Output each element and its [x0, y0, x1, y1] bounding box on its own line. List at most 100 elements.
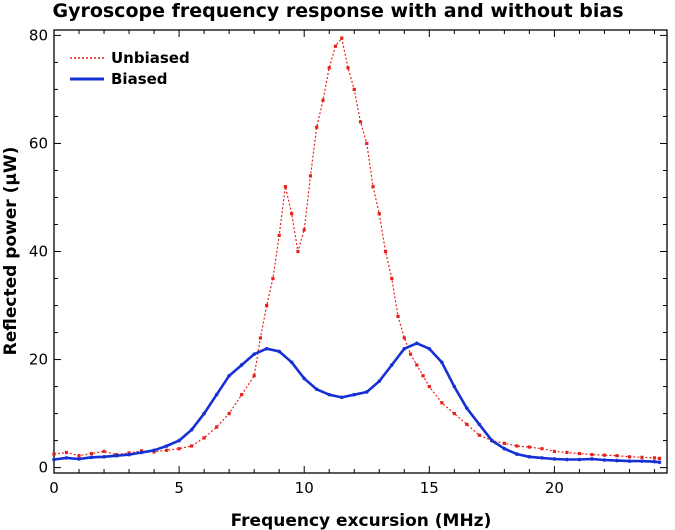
data-point-biased — [52, 457, 56, 462]
x-tick-label: 0 — [49, 479, 59, 497]
data-point-unbiased — [540, 447, 544, 451]
data-point-unbiased — [302, 228, 306, 232]
data-point-unbiased — [164, 448, 169, 452]
data-point-biased — [189, 427, 194, 432]
data-point-unbiased — [252, 374, 256, 378]
data-point-biased — [114, 453, 119, 458]
data-point-unbiased — [590, 453, 594, 457]
data-point-unbiased — [265, 303, 269, 308]
data-point-unbiased — [477, 433, 481, 437]
data-point-biased — [89, 455, 94, 460]
data-point-unbiased — [602, 453, 607, 457]
data-point-unbiased — [377, 212, 381, 216]
data-point-unbiased — [240, 393, 244, 397]
data-point-biased — [490, 438, 494, 443]
chart-title: Gyroscope frequency response with and wi… — [52, 0, 623, 22]
plot-area — [52, 29, 668, 474]
data-point-unbiased — [615, 454, 619, 458]
data-point-biased — [352, 392, 357, 397]
data-point-biased — [327, 392, 332, 397]
data-point-unbiased — [408, 352, 413, 356]
data-point-biased — [264, 346, 269, 351]
data-point-biased — [465, 406, 469, 410]
legend-unbiased-label: Unbiased — [111, 49, 190, 67]
series-line-unbiased — [53, 37, 660, 459]
data-point-unbiased — [657, 456, 662, 461]
data-point-unbiased — [271, 276, 275, 281]
data-point-unbiased — [89, 451, 94, 456]
data-point-unbiased — [327, 66, 331, 70]
data-point-unbiased — [190, 444, 194, 448]
data-point-biased — [515, 452, 519, 456]
data-point-unbiased — [640, 455, 644, 459]
data-point-biased — [377, 379, 382, 383]
data-point-biased — [527, 454, 532, 459]
data-point-unbiased — [565, 450, 569, 455]
data-point-biased — [389, 363, 394, 367]
data-point-biased — [239, 363, 244, 367]
data-point-unbiased — [296, 249, 300, 254]
data-point-biased — [590, 457, 594, 461]
y-tick-label: 80 — [29, 26, 48, 44]
data-point-biased — [452, 384, 457, 389]
legend-biased-label: Biased — [111, 70, 168, 88]
x-tick-label: 20 — [545, 479, 564, 497]
data-point-biased — [252, 352, 256, 356]
y-tick-label: 20 — [29, 351, 48, 369]
data-point-unbiased — [527, 445, 531, 449]
data-point-unbiased — [227, 411, 231, 416]
data-point-unbiased — [177, 447, 181, 451]
x-axis-label: Frequency excursion (MHz) — [231, 511, 492, 530]
tick-labels: 0 5 10 15 20 0 20 40 60 80 — [29, 26, 564, 497]
data-point-biased — [414, 341, 419, 346]
data-point-biased — [602, 458, 607, 462]
data-point-unbiased — [346, 66, 350, 70]
data-point-unbiased — [465, 422, 469, 426]
y-tick-label: 40 — [29, 243, 48, 261]
data-point-biased — [139, 450, 144, 455]
data-point-unbiased — [77, 454, 81, 458]
data-point-unbiased — [308, 174, 313, 178]
data-point-biased — [540, 456, 544, 460]
data-point-biased — [102, 454, 106, 459]
data-point-unbiased — [627, 455, 632, 459]
data-point-unbiased — [277, 233, 281, 237]
data-point-unbiased — [290, 212, 294, 216]
data-point-unbiased — [427, 384, 431, 389]
data-point-biased — [302, 376, 307, 381]
legend: Unbiased Biased — [70, 49, 190, 88]
data-point-unbiased — [321, 98, 325, 102]
plot-frame — [53, 29, 668, 474]
data-point-biased — [77, 457, 81, 461]
data-point-unbiased — [440, 401, 444, 405]
data-point-unbiased — [371, 185, 375, 189]
data-point-unbiased — [202, 436, 206, 440]
data-point-biased — [339, 395, 344, 400]
data-point-biased — [127, 452, 131, 457]
data-point-biased — [277, 349, 281, 354]
data-point-biased — [477, 422, 482, 427]
data-point-biased — [652, 459, 657, 464]
x-tick-label: 10 — [295, 479, 314, 497]
data-point-biased — [227, 373, 231, 378]
data-point-unbiased — [315, 125, 319, 129]
data-point-biased — [565, 457, 569, 462]
data-point-biased — [202, 411, 206, 416]
data-point-biased — [427, 346, 432, 351]
y-axis-label: Reflected power (µW) — [1, 147, 21, 356]
data-point-unbiased — [283, 185, 288, 189]
x-tick-label: 15 — [420, 479, 439, 497]
data-point-biased — [615, 458, 619, 463]
data-point-biased — [627, 459, 632, 463]
data-point-unbiased — [402, 336, 406, 340]
data-point-unbiased — [421, 374, 425, 378]
data-point-unbiased — [215, 425, 219, 429]
data-point-biased — [552, 457, 557, 461]
data-point-unbiased — [577, 451, 582, 456]
data-point-unbiased — [340, 36, 344, 40]
data-point-unbiased — [64, 450, 69, 455]
data-point-biased — [289, 360, 294, 365]
data-point-biased — [440, 360, 444, 365]
axis-ticks — [53, 30, 667, 473]
